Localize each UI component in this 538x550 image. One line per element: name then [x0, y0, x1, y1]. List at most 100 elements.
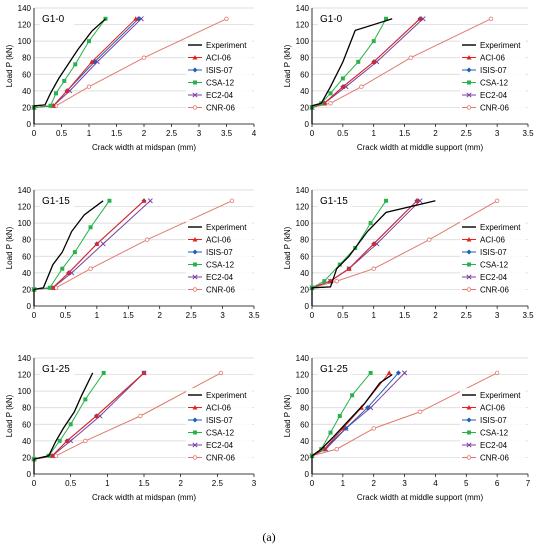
data-point-aci-06 — [64, 438, 70, 443]
data-point-aci-06 — [133, 16, 139, 21]
legend-label-aci-06: ACI-06 — [480, 404, 505, 413]
legend-label-isis-07: ISIS-07 — [480, 248, 507, 257]
series-line-csa-12 — [33, 200, 110, 306]
chart-title: G1-0 — [320, 14, 343, 25]
legend-label-ec2-04: EC2-04 — [480, 441, 508, 450]
x-tick-label: 3 — [197, 129, 202, 138]
data-point-csa-12 — [54, 91, 58, 96]
y-tick-label: 0 — [305, 470, 310, 479]
legend: Experiment ACI-06 ISIS-07 CSA-12 EC2-04 CNR-0… — [460, 388, 526, 468]
data-point-cnr-06 — [371, 266, 376, 271]
legend-label-ec2-04: EC2-04 — [206, 441, 234, 450]
title-box — [318, 193, 352, 207]
x-tick-label: 2.5 — [461, 311, 473, 320]
x-tick-label: 0.5 — [56, 129, 68, 138]
legend-label-isis-07: ISIS-07 — [206, 416, 233, 425]
legend-marker-isis-07 — [466, 249, 472, 255]
legend-marker-csa-12 — [467, 430, 471, 435]
series-line-ec2-04 — [33, 18, 142, 124]
data-point-csa-12 — [103, 16, 108, 21]
legend-label-cnr-06: CNR-06 — [480, 454, 509, 463]
data-point-ec2-04 — [147, 198, 153, 204]
title-box — [318, 361, 352, 375]
y-tick-label: 80 — [300, 54, 309, 63]
data-point-cnr-06 — [488, 16, 494, 21]
legend-label-cnr-06: CNR-06 — [480, 286, 509, 295]
x-tick-label: 2.5 — [186, 311, 198, 320]
legend-label-cnr-06: CNR-06 — [480, 104, 509, 113]
legend-label-ec2-04: EC2-04 — [480, 273, 508, 282]
legend: Experiment ACI-06 ISIS-07 CSA-12 EC2-04 CNR-0… — [186, 220, 252, 300]
y-tick-label: 0 — [305, 302, 310, 311]
y-tick-label: 120 — [18, 371, 32, 380]
legend-label-cnr-06: CNR-06 — [206, 104, 235, 113]
x-tick-label: 1.5 — [123, 311, 135, 320]
data-point-csa-12 — [72, 250, 77, 255]
y-tick-label: 100 — [296, 37, 310, 46]
figure-caption: (a) — [262, 530, 276, 544]
data-point-csa-12 — [57, 438, 62, 443]
y-tick-label: 100 — [18, 37, 32, 46]
x-tick-label: 0 — [310, 479, 315, 488]
data-point-aci-06 — [346, 266, 352, 271]
data-point-csa-12 — [83, 397, 88, 402]
legend-label-experiment: Experiment — [480, 391, 521, 400]
legend-marker-csa-12 — [467, 80, 471, 85]
legend-label-aci-06: ACI-06 — [206, 236, 231, 245]
x-axis-label: Crack width at middle support (mm) — [357, 493, 484, 502]
legend: Experiment ACI-06 ISIS-07 CSA-12 EC2-04 CNR-0… — [460, 38, 526, 118]
series-line-aci-06 — [33, 372, 145, 474]
x-tick-label: 5 — [464, 479, 469, 488]
legend: Experiment ACI-06 ISIS-07 CSA-12 EC2-04 CNR-0… — [186, 388, 252, 468]
y-tick-label: 40 — [22, 269, 31, 278]
data-point-aci-06 — [93, 413, 99, 418]
x-axis-label: Crack width at middle support (mm) — [357, 143, 484, 152]
legend: Experiment ACI-06 ISIS-07 CSA-12 EC2-04 CNR-0… — [186, 38, 252, 118]
legend-marker-ec2-04 — [192, 274, 198, 280]
legend-label-isis-07: ISIS-07 — [206, 66, 233, 75]
y-tick-label: 40 — [300, 437, 309, 446]
series-line-isis-07 — [33, 18, 139, 124]
legend-marker-aci-06 — [466, 405, 472, 410]
y-tick-label: 60 — [300, 420, 309, 429]
y-tick-label: 100 — [18, 387, 32, 396]
legend-marker-ec2-04 — [192, 92, 198, 98]
y-tick-label: 40 — [300, 87, 309, 96]
series-line-isis-07 — [311, 18, 421, 124]
y-tick-label: 40 — [22, 437, 31, 446]
chart-title: G1-15 — [42, 196, 70, 207]
data-point-csa-12 — [328, 430, 333, 435]
legend-label-csa-12: CSA-12 — [480, 79, 509, 88]
data-point-ec2-04 — [402, 370, 408, 376]
data-point-csa-12 — [107, 198, 112, 203]
series-line-experiment — [311, 374, 393, 474]
series-line-csa-12 — [311, 200, 387, 306]
x-tick-label: 7 — [526, 479, 531, 488]
y-tick-label: 140 — [296, 4, 310, 13]
legend-label-cnr-06: CNR-06 — [206, 454, 235, 463]
x-tick-label: 1.5 — [399, 311, 411, 320]
series-line-csa-12 — [311, 372, 371, 474]
legend-label-aci-06: ACI-06 — [480, 236, 505, 245]
data-point-aci-06 — [386, 370, 392, 375]
series-line-csa-12 — [311, 18, 387, 124]
legend-marker-cnr-06 — [466, 287, 472, 292]
x-tick-label: 1 — [105, 479, 110, 488]
data-point-csa-12 — [384, 198, 389, 203]
chart-title: G1-25 — [42, 364, 70, 375]
x-tick-label: 6 — [495, 479, 500, 488]
y-tick-label: 40 — [22, 87, 31, 96]
legend-label-cnr-06: CNR-06 — [206, 286, 235, 295]
series-line-aci-06 — [311, 200, 418, 306]
x-axis-label: Crack width at midspan (mm) — [92, 143, 196, 152]
data-point-csa-12 — [101, 370, 106, 375]
x-tick-label: 0.5 — [60, 311, 72, 320]
legend-marker-cnr-06 — [466, 455, 472, 460]
data-point-csa-12 — [68, 422, 73, 427]
data-point-cnr-06 — [229, 198, 235, 203]
y-axis-label: Load P (kN) — [283, 394, 292, 437]
series-line-experiment — [33, 18, 106, 124]
data-point-aci-06 — [64, 88, 70, 93]
legend-marker-ec2-04 — [192, 442, 198, 448]
